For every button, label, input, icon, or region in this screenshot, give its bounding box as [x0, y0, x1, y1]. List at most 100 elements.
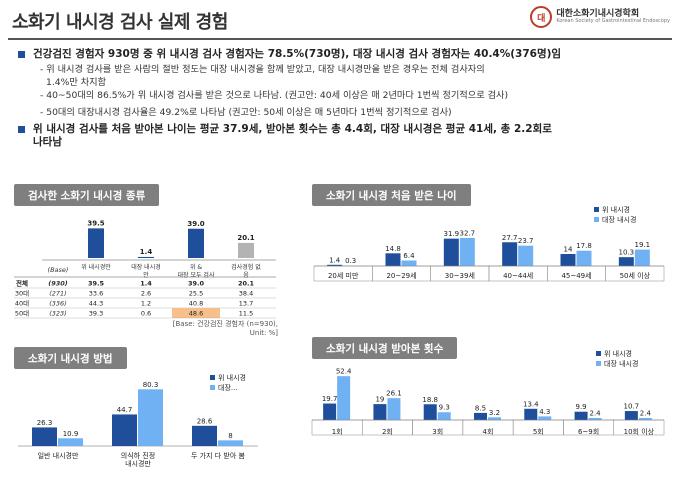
bar-data-label: 2.4 [640, 409, 652, 417]
summary-bullets: 건강검진 경험자 930명 중 위 내시경 검사 경험자는 78.5%(730명… [14, 48, 674, 151]
series-bar [385, 253, 401, 266]
legend-swatch [596, 351, 601, 356]
society-logo-text: 대한소화기내시경학회 Korean Society of Gastrointes… [556, 8, 670, 25]
category-label: 3회 [432, 428, 443, 436]
bar-data-label: 14 [564, 246, 573, 254]
first-age-chart: 1.4 0.3 20세 미만 14.86.4 20~29세 31.9 32.7 30~39세 2… [313, 206, 665, 282]
table-note: [Base: 건강검진 경험자 (n=930), Unit: %] [150, 320, 278, 338]
bar-data-label: 19 [375, 396, 384, 404]
category-label: 5회 [533, 428, 544, 436]
category-label: 45~49세 [561, 271, 591, 280]
category-label: 20~29세 [386, 271, 416, 280]
category-label: 4회 [483, 428, 494, 436]
bullet-sub-3: - 50대의 대장내시경 검사율은 49.2%로 나타남 (권고안: 50세 이… [40, 107, 452, 118]
table-note-unit: Unit: %] [249, 329, 278, 337]
category-cell [605, 265, 665, 282]
legend-swatch [594, 207, 599, 212]
bar-data-label: 14.8 [385, 245, 401, 253]
table-cell: 39.0 [188, 280, 205, 288]
series-bar [518, 245, 534, 266]
bar-data-label: 9.3 [439, 404, 450, 412]
table-cell: 40.8 [189, 300, 203, 308]
bullet-square-icon [18, 126, 25, 133]
series-bar [323, 403, 337, 420]
table-row-base: (323) [49, 310, 66, 318]
category-label: 50세 이상 [620, 271, 651, 280]
table-cell: 39.3 [89, 310, 103, 318]
series-bar [327, 264, 343, 266]
series-bar [112, 414, 137, 446]
table-cell: 44.3 [89, 300, 103, 308]
table-row-label: 전체 [16, 279, 28, 288]
table-row-base: (336) [49, 300, 66, 308]
legend-swatch [594, 217, 599, 222]
type-bar-value: 20.1 [237, 234, 254, 242]
bar-data-label: 27.7 [502, 234, 518, 242]
series-bar [502, 242, 518, 266]
table-cell: 1.4 [140, 280, 152, 288]
series-bar [192, 425, 217, 446]
bar-data-label: 31.9 [444, 230, 460, 238]
bar-data-label: 80.3 [143, 381, 159, 389]
series-bar [459, 237, 475, 266]
section-title-count: 소화기 내시경 받아본 횟수 [312, 337, 458, 359]
series-bar [488, 417, 501, 420]
series-bar [524, 408, 538, 420]
category-label: 두 가지 다 받아 봄 [191, 451, 246, 460]
category-cell [613, 419, 665, 436]
series-bar [373, 404, 387, 420]
category-label: 일반 내시경만 [38, 451, 79, 460]
series-bar [588, 417, 602, 420]
table-column-header: 대장 내시경 [131, 263, 161, 271]
series-bar [437, 412, 451, 420]
type-bar [88, 228, 104, 258]
legend-label: 위 내시경 [602, 206, 630, 214]
category-label: 의식하 진정 [121, 451, 155, 460]
category-label: 2회 [382, 428, 393, 436]
series-bar [560, 254, 576, 266]
bullet-sub-1-cont: 1.4%만 차지함 [46, 77, 107, 88]
series-bar [218, 440, 243, 446]
bar-data-label: 13.4 [523, 400, 539, 408]
bullet-main-1: 건강검진 경험자 930명 중 위 내시경 검사 경험자는 78.5%(730명… [14, 48, 674, 61]
bar-data-label: 4.3 [539, 408, 550, 416]
series-bar [638, 417, 652, 420]
bar-data-label: 8.5 [475, 404, 486, 412]
table-cell: 33.6 [89, 290, 103, 298]
bar-data-label: 2.4 [590, 409, 602, 417]
society-logo-icon: 대 [530, 6, 553, 28]
logo-name: 대한소화기내시경학회 [556, 8, 640, 19]
table-cell: 48.6 [189, 310, 203, 318]
bar-data-label: 10.3 [619, 249, 635, 257]
bar-data-label: 26.3 [37, 419, 53, 427]
legend-swatch [596, 361, 601, 366]
category-label: 내시경만 [125, 459, 151, 468]
table-cell: 13.7 [239, 300, 253, 308]
bar-data-label: 18.8 [422, 396, 438, 404]
series-bar [624, 411, 638, 420]
category-label: 20세 미만 [328, 271, 359, 280]
series-bar [538, 416, 552, 420]
legend-label: 위 내시경 [604, 350, 632, 358]
table-row-base: (271) [49, 290, 66, 298]
section-title-first-age: 소화기 내시경 처음 받은 나이 [312, 184, 471, 206]
series-bar [474, 412, 487, 420]
table-cell: 25.5 [189, 290, 203, 298]
legend-label: 위 내시경 [218, 373, 246, 382]
bullet-main-2-cont: 나타남 [33, 136, 674, 149]
bar-data-label: 10.7 [624, 403, 640, 411]
bar-data-label: 44.7 [117, 406, 133, 414]
bar-data-label: 17.8 [576, 242, 592, 250]
series-bar [443, 238, 459, 266]
bar-data-label: 1.4 [329, 256, 341, 264]
table-column-header: 음 [243, 272, 249, 279]
bar-data-label: 19.1 [635, 241, 651, 249]
series-bar [337, 376, 351, 420]
series-bar [401, 260, 417, 266]
bar-data-label: 26.1 [386, 390, 402, 398]
legend-label: 대장 내시경 [602, 215, 636, 224]
type-bar-value: 39.0 [187, 220, 204, 228]
legend-label: 대장 내시경 [604, 359, 638, 368]
